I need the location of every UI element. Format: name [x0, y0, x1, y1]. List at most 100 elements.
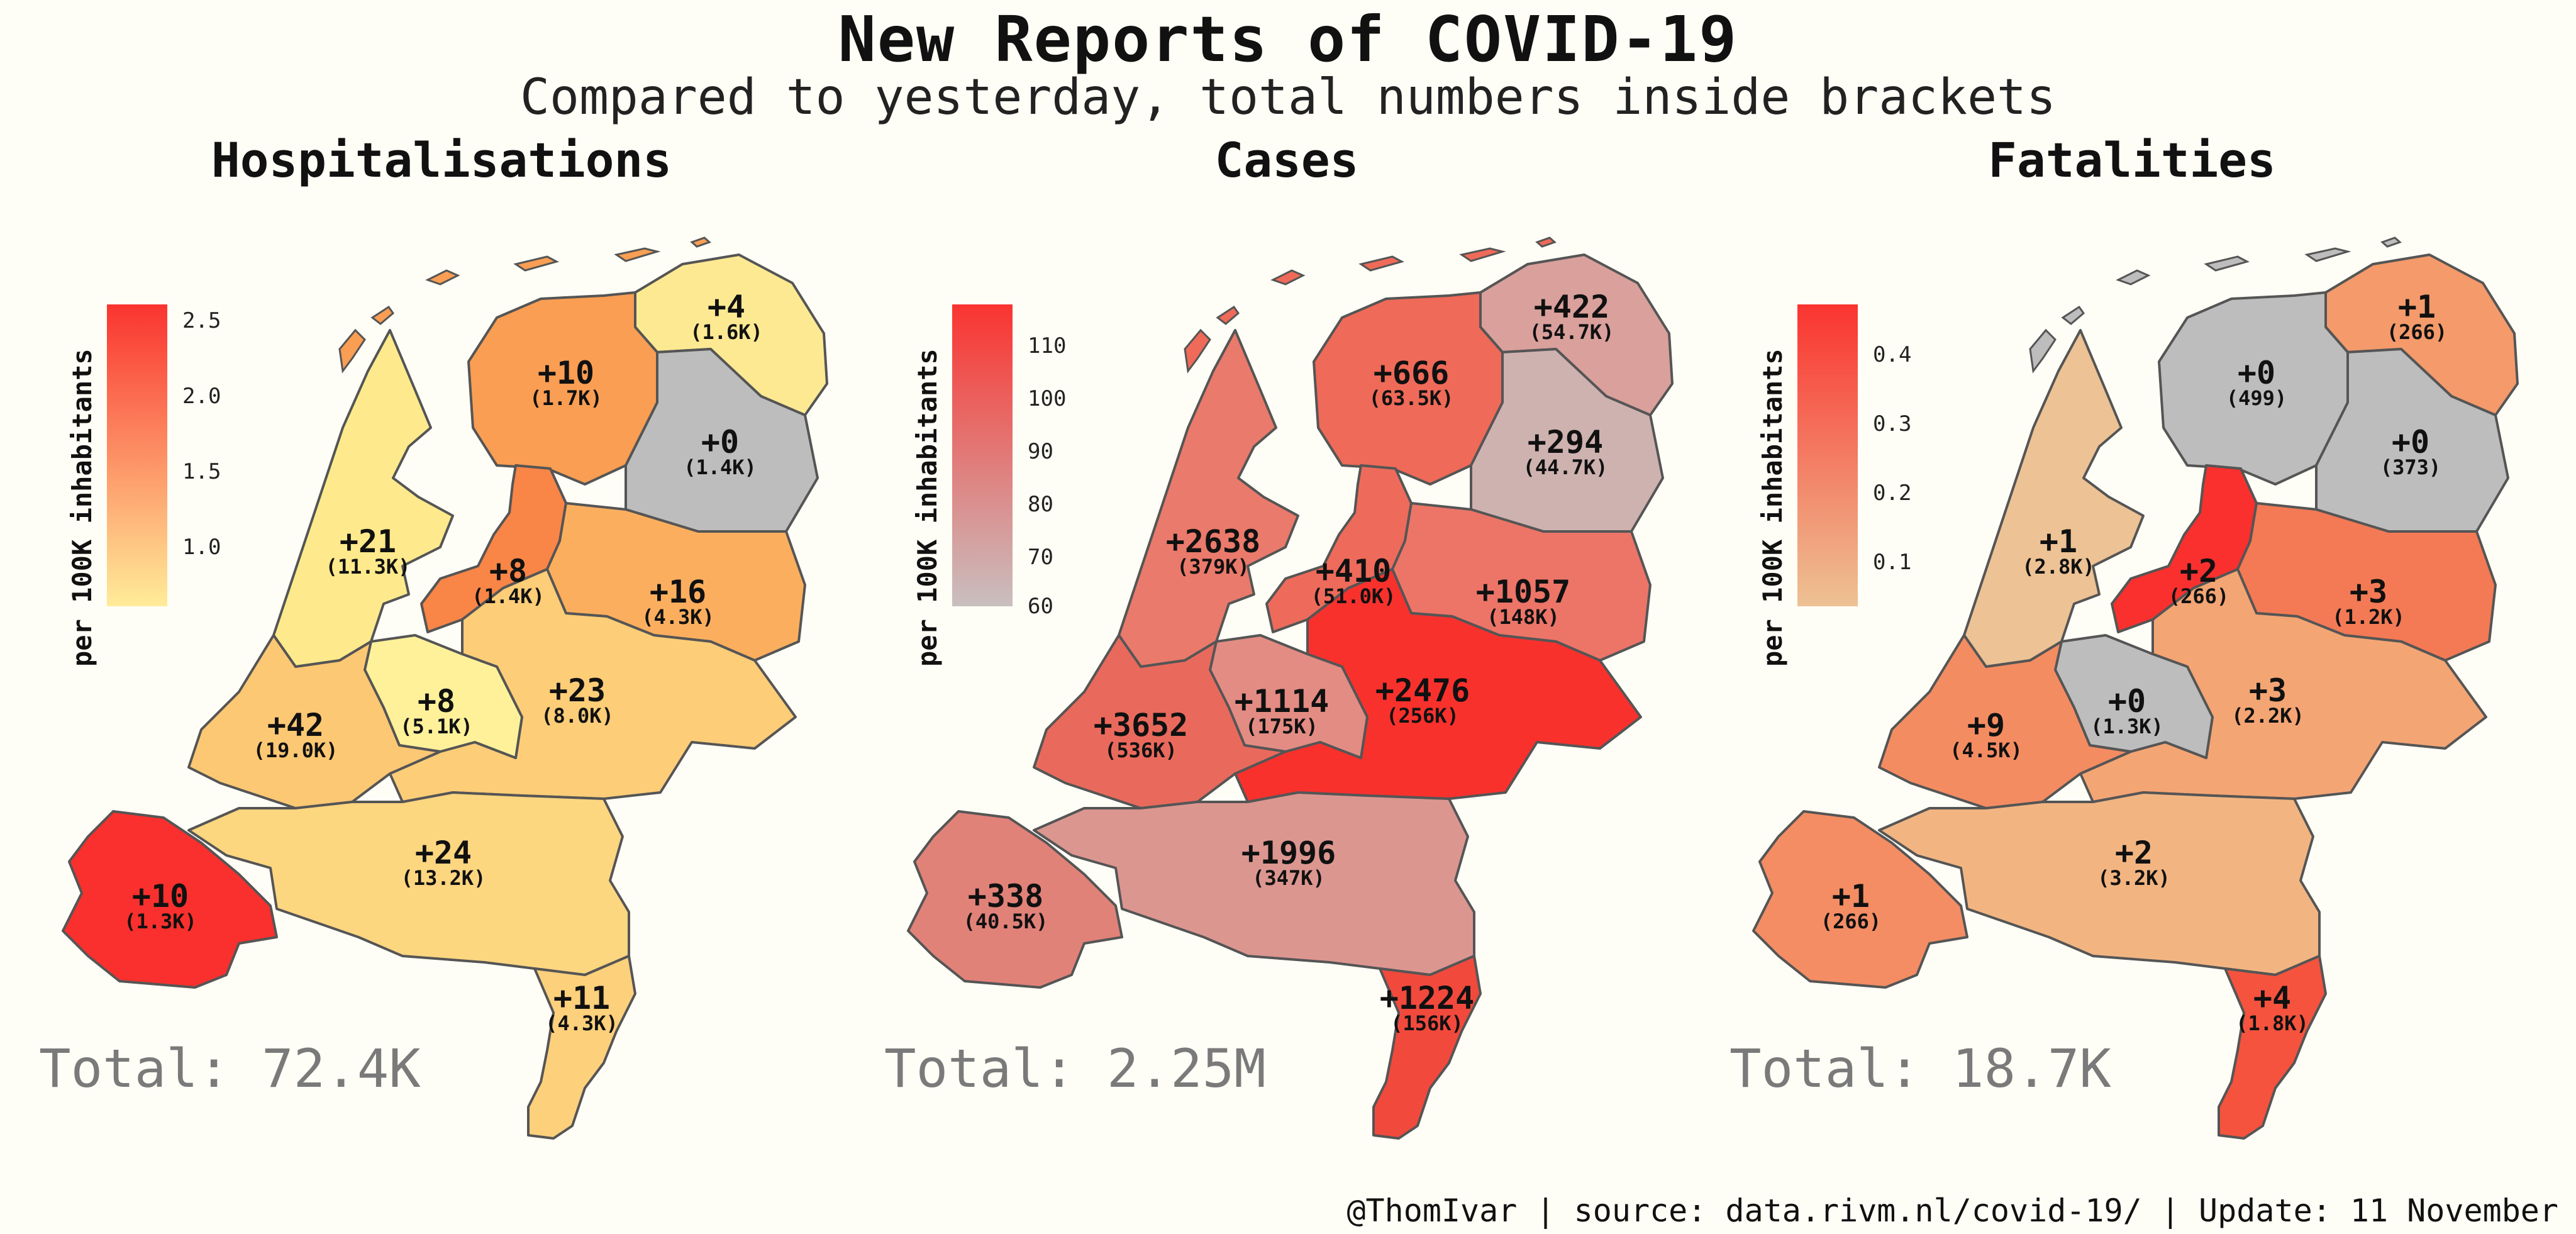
wadden-island [338, 328, 366, 374]
region-change-label: +4 [708, 289, 745, 325]
region-change-label: +1 [2398, 289, 2436, 325]
province-limburg [2218, 955, 2327, 1140]
province-zeeland [1752, 810, 1968, 989]
chart-subtitle: Compared to yesterday, total numbers ins… [520, 69, 2056, 126]
province-noord-brabant [1878, 791, 2321, 976]
region-total-label: (44.7K) [1523, 455, 1608, 479]
region-total-label: (2.2K) [2231, 704, 2304, 728]
province-zuid-holland [1878, 634, 2132, 809]
region-total-label: (266) [1821, 909, 1881, 933]
legend-tick-label: 110 [1028, 333, 1067, 359]
legend-tick-label: 0.4 [1873, 342, 1912, 367]
region-change-label: +338 [968, 878, 1043, 914]
province-noord-holland [1963, 329, 2145, 668]
region-total-label: (1.7K) [530, 386, 602, 410]
region-total-label: (175K) [1245, 714, 1318, 738]
region-change-label: +8 [489, 553, 527, 589]
legend-tick-label: 1.5 [182, 459, 221, 484]
region-total-label: (3.2K) [2097, 866, 2170, 890]
legend-title-fatalities: per 100K inhabitants [1757, 348, 1788, 667]
map-panel-hospitalisations: +4(1.6K)+10(1.7K)+0(1.4K)+21(11.3K) +8(1.… [62, 236, 828, 1140]
province-noord-brabant [1033, 791, 1475, 976]
legend-tick-label: 0.3 [1873, 411, 1912, 436]
wadden-island [1216, 305, 1240, 325]
wadden-island [2304, 247, 2351, 262]
region-change-label: +1114 [1235, 683, 1330, 720]
wadden-island [1535, 236, 1557, 248]
region-total-label: (8.0K) [541, 704, 614, 728]
wadden-island [370, 305, 395, 325]
region-total-label: (1.4K) [684, 455, 757, 479]
region-total-label: (1.6K) [690, 320, 763, 344]
region-total-label: (4.5K) [1950, 738, 2023, 762]
region-change-label: +1 [1832, 878, 1870, 914]
region-change-label: +2476 [1375, 672, 1470, 709]
province-noord-brabant [187, 791, 630, 976]
region-total-label: (51.0K) [1311, 584, 1396, 608]
region-change-label: +0 [2392, 424, 2429, 460]
region-total-label: (5.1K) [400, 714, 473, 738]
region-change-label: +10 [132, 878, 189, 914]
wadden-island [1270, 269, 1306, 286]
region-total-label: (156K) [1391, 1011, 1463, 1035]
wadden-island [425, 269, 460, 286]
wadden-island [1358, 255, 1405, 272]
region-total-label: (4.3K) [641, 605, 714, 629]
region-change-label: +11 [553, 980, 610, 1016]
region-total-label: (2.8K) [2022, 555, 2095, 579]
wadden-island [2116, 269, 2151, 286]
region-total-label: (1.3K) [124, 909, 197, 933]
province-limburg [1372, 955, 1482, 1140]
wadden-island [2061, 305, 2085, 325]
wadden-island [2204, 255, 2250, 272]
legend-tick-label: 100 [1028, 386, 1067, 411]
region-change-label: +422 [1534, 289, 1609, 325]
region-change-label: +1057 [1476, 574, 1571, 610]
map-panel-fatalities: +1(266)+0(499)+0(373)+1(2.8K) +2(266) +3(1… [1752, 236, 2519, 1140]
region-change-label: +3652 [1094, 707, 1189, 743]
province-zeeland [907, 810, 1123, 989]
region-total-label: (13.2K) [401, 866, 486, 890]
legend-title-hospitalisations: per 100K inhabitants [67, 348, 97, 667]
region-change-label: +1 [2040, 523, 2077, 560]
wadden-island [2029, 328, 2057, 374]
region-total-label: (379K) [1177, 555, 1250, 579]
legend-tick-label: 70 [1028, 545, 1053, 570]
region-total-label: (40.5K) [963, 909, 1048, 933]
region-change-label: +410 [1316, 553, 1391, 589]
total-fatalities: Total: 18.7K [1729, 1038, 2111, 1099]
region-total-label: (1.4K) [472, 584, 545, 608]
region-change-label: +666 [1374, 355, 1449, 391]
region-total-label: (499) [2226, 386, 2287, 410]
region-total-label: (63.5K) [1369, 386, 1454, 410]
province-zuid-holland [187, 634, 441, 809]
region-change-label: +9 [1967, 707, 2005, 743]
region-change-label: +21 [340, 523, 396, 560]
region-total-label: (1.8K) [2236, 1011, 2309, 1035]
province-noord-holland [272, 329, 454, 668]
region-total-label: (256K) [1386, 704, 1459, 728]
region-total-label: (4.3K) [545, 1011, 618, 1035]
legend-tick-label: 0.2 [1873, 481, 1912, 506]
wadden-island [513, 255, 560, 272]
region-change-label: +16 [650, 574, 706, 610]
map-panel-cases: +422(54.7K)+666(63.5K)+294(44.7K)+2638(3… [907, 236, 1674, 1140]
region-change-label: +2 [2115, 835, 2153, 871]
legend-colorbar-fatalities [1797, 304, 1858, 606]
province-zuid-holland [1033, 634, 1287, 809]
wadden-island [1459, 247, 1506, 262]
region-change-label: +0 [2108, 683, 2146, 720]
region-change-label: +4 [2253, 980, 2291, 1016]
region-total-label: (373) [2380, 455, 2441, 479]
region-change-label: +24 [415, 835, 472, 871]
wadden-island [614, 247, 661, 262]
legend-tick-label: 90 [1028, 439, 1053, 464]
region-change-label: +42 [267, 707, 324, 743]
panel-title-hospitalisations: Hospitalisations [211, 132, 672, 188]
legend-tick-label: 0.1 [1873, 550, 1912, 575]
region-total-label: (536K) [1104, 738, 1177, 762]
province-zeeland [62, 810, 278, 989]
legend-title-cases: per 100K inhabitants [912, 348, 943, 667]
region-total-label: (1.2K) [2332, 605, 2405, 629]
